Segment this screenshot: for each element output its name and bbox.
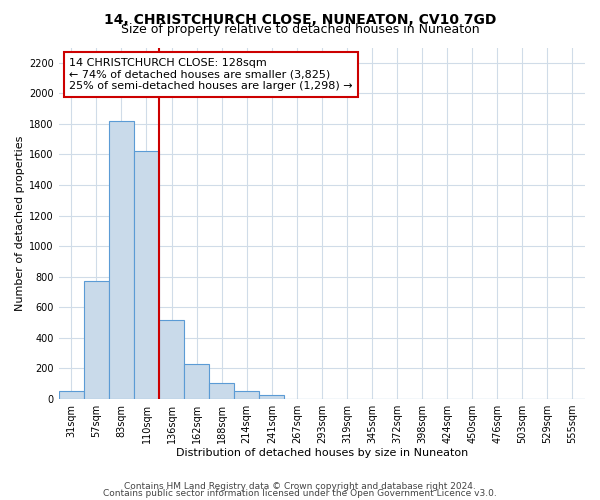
- Y-axis label: Number of detached properties: Number of detached properties: [15, 136, 25, 311]
- Text: 14, CHRISTCHURCH CLOSE, NUNEATON, CV10 7GD: 14, CHRISTCHURCH CLOSE, NUNEATON, CV10 7…: [104, 12, 496, 26]
- Text: Contains HM Land Registry data © Crown copyright and database right 2024.: Contains HM Land Registry data © Crown c…: [124, 482, 476, 491]
- Bar: [184, 364, 209, 399]
- Bar: [209, 383, 234, 399]
- Bar: [159, 320, 184, 399]
- Bar: [259, 395, 284, 399]
- Text: 14 CHRISTCHURCH CLOSE: 128sqm
← 74% of detached houses are smaller (3,825)
25% o: 14 CHRISTCHURCH CLOSE: 128sqm ← 74% of d…: [70, 58, 353, 91]
- Bar: [234, 390, 259, 399]
- Bar: [84, 280, 109, 399]
- Bar: [59, 392, 84, 399]
- Bar: [109, 121, 134, 399]
- Bar: [134, 152, 159, 399]
- Text: Size of property relative to detached houses in Nuneaton: Size of property relative to detached ho…: [121, 22, 479, 36]
- X-axis label: Distribution of detached houses by size in Nuneaton: Distribution of detached houses by size …: [176, 448, 468, 458]
- Text: Contains public sector information licensed under the Open Government Licence v3: Contains public sector information licen…: [103, 490, 497, 498]
